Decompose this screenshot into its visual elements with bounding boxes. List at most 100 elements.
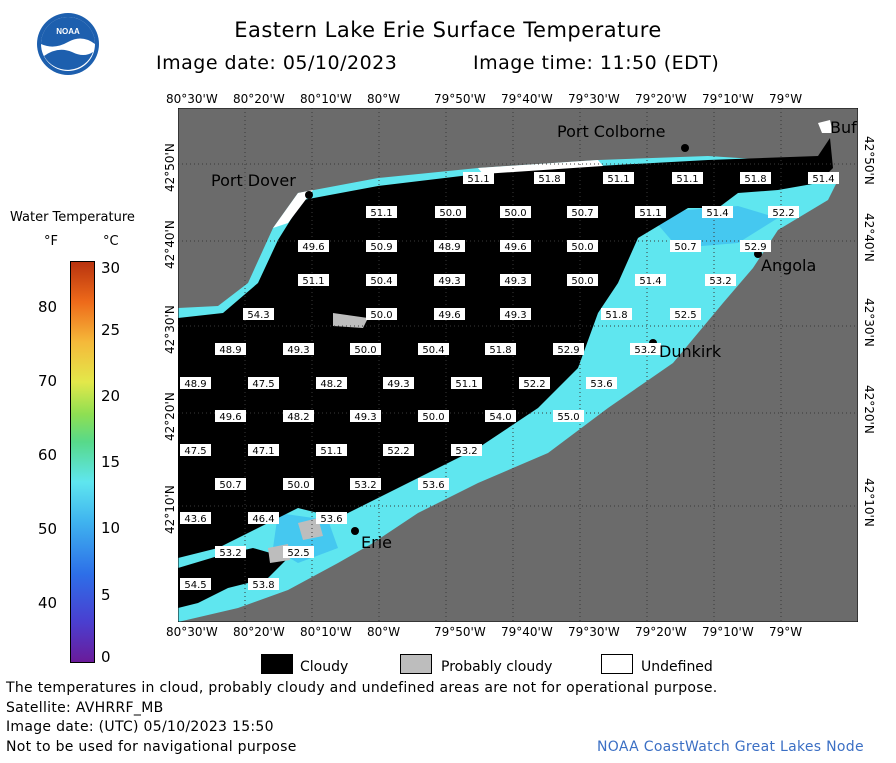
svg-text:51.4: 51.4: [706, 208, 728, 219]
temperature-label: 53.2: [705, 274, 736, 287]
longitude-label-bottom: 80°20'W: [233, 625, 285, 639]
svg-text:53.2: 53.2: [455, 446, 477, 457]
image-date: Image date: 05/10/2023: [156, 52, 398, 74]
temperature-label: 55.0: [553, 410, 584, 423]
temperature-label: 49.3: [383, 377, 414, 390]
temperature-label: 49.3: [500, 308, 531, 321]
svg-text:47.5: 47.5: [252, 379, 274, 390]
longitude-label-top: 80°30'W: [166, 92, 218, 106]
svg-text:51.1: 51.1: [370, 208, 392, 219]
svg-text:51.1: 51.1: [607, 174, 629, 185]
city-dunkirk: Dunkirk: [659, 342, 722, 361]
svg-text:49.3: 49.3: [504, 310, 526, 321]
longitude-label-top: 79°30'W: [568, 92, 620, 106]
svg-text:49.6: 49.6: [438, 310, 460, 321]
temperature-label: 50.0: [418, 410, 449, 423]
svg-text:50.4: 50.4: [422, 345, 444, 356]
colorbar-c-tick: 25: [101, 321, 121, 339]
temperature-label: 53.2: [630, 343, 661, 356]
temperature-label: 43.6: [180, 512, 211, 525]
svg-text:52.9: 52.9: [557, 345, 579, 356]
city-port-colborne: Port Colborne: [557, 122, 666, 141]
footer-navigation-warning: Not to be used for navigational purpose: [6, 739, 297, 755]
temperature-labels: 51.1 51.8 51.1 51.1 51.8 51.4 51.1 50.0 50.0 50.7…: [180, 172, 839, 591]
svg-text:51.1: 51.1: [676, 174, 698, 185]
svg-text:50.0: 50.0: [504, 208, 526, 219]
undefined-area: [273, 190, 313, 228]
footer-utc-date: Image date: (UTC) 05/10/2023 15:50: [6, 719, 274, 735]
latitude-label-left: 42°20'N: [163, 392, 177, 441]
temperature-label: 50.0: [283, 478, 314, 491]
temperature-label: 48.9: [215, 343, 246, 356]
undefined-area: [818, 120, 833, 133]
temperature-label: 51.1: [366, 206, 397, 219]
temperature-label: 52.2: [383, 444, 414, 457]
temperature-label: 52.9: [553, 343, 584, 356]
svg-text:48.2: 48.2: [287, 412, 309, 423]
temperature-label: 52.5: [283, 546, 314, 559]
temperature-label: 50.7: [670, 240, 701, 253]
svg-text:50.0: 50.0: [354, 345, 376, 356]
latitude-label-left: 42°30'N: [163, 305, 177, 354]
svg-text:49.6: 49.6: [504, 242, 526, 253]
probably-cloudy-area: [333, 313, 368, 328]
svg-text:50.0: 50.0: [422, 412, 444, 423]
svg-text:49.3: 49.3: [438, 276, 460, 287]
svg-text:53.2: 53.2: [709, 276, 731, 287]
svg-text:50.7: 50.7: [674, 242, 696, 253]
colorbar-title: Water Temperature: [10, 210, 135, 225]
undefined-area: [478, 160, 603, 174]
longitude-label-bottom: 80°10'W: [300, 625, 352, 639]
svg-text:52.9: 52.9: [744, 242, 766, 253]
colorbar-c-tick: 30: [101, 259, 121, 277]
svg-text:46.4: 46.4: [252, 514, 274, 525]
temperature-label: 54.5: [180, 578, 211, 591]
longitude-label-bottom: 79°30'W: [568, 625, 620, 639]
legend-cloudy-swatch: [261, 654, 293, 674]
temperature-label: 52.2: [519, 377, 550, 390]
svg-text:50.0: 50.0: [370, 310, 392, 321]
svg-text:51.1: 51.1: [302, 276, 324, 287]
temperature-label: 49.6: [298, 240, 329, 253]
longitude-label-top: 79°20'W: [635, 92, 687, 106]
svg-text:50.0: 50.0: [439, 208, 461, 219]
svg-text:50.4: 50.4: [370, 276, 392, 287]
svg-text:49.6: 49.6: [219, 412, 241, 423]
latitude-label-left: 42°10'N: [163, 485, 177, 534]
temperature-label: 51.1: [463, 172, 494, 185]
temperature-label: 50.0: [435, 206, 466, 219]
svg-text:51.4: 51.4: [812, 174, 834, 185]
temperature-label: 49.6: [434, 308, 465, 321]
temperature-label: 50.4: [418, 343, 449, 356]
longitude-label-top: 79°50'W: [434, 92, 486, 106]
temperature-label: 51.1: [298, 274, 329, 287]
temperature-label: 50.0: [567, 240, 598, 253]
temperature-label: 51.1: [635, 206, 666, 219]
footer-disclaimer: The temperatures in cloud, probably clou…: [6, 680, 718, 696]
svg-text:51.8: 51.8: [538, 174, 560, 185]
colorbar-c-tick: 15: [101, 453, 121, 471]
svg-text:49.6: 49.6: [302, 242, 324, 253]
temperature-label: 54.3: [243, 308, 274, 321]
svg-text:55.0: 55.0: [557, 412, 579, 423]
temperature-label: 50.0: [500, 206, 531, 219]
footer-credit: NOAA CoastWatch Great Lakes Node: [597, 739, 864, 755]
colorbar-f-tick: 80: [38, 298, 58, 316]
longitude-label-top: 79°40'W: [501, 92, 553, 106]
temperature-label: 49.6: [500, 240, 531, 253]
svg-text:53.6: 53.6: [590, 379, 612, 390]
temperature-label: 50.4: [366, 274, 397, 287]
city-port-dover: Port Dover: [211, 171, 296, 190]
colorbar-c-tick: 5: [101, 586, 111, 604]
temperature-label: 54.0: [485, 410, 516, 423]
temperature-label: 52.9: [740, 240, 771, 253]
legend-undefined-swatch: [601, 654, 633, 674]
temperature-label: 51.8: [601, 308, 632, 321]
svg-text:NOAA: NOAA: [56, 27, 80, 36]
unit-fahrenheit: °F: [44, 234, 58, 249]
svg-text:47.5: 47.5: [184, 446, 206, 457]
svg-text:51.8: 51.8: [605, 310, 627, 321]
svg-text:48.9: 48.9: [219, 345, 241, 356]
svg-text:53.2: 53.2: [219, 548, 241, 559]
temperature-label: 49.3: [283, 343, 314, 356]
